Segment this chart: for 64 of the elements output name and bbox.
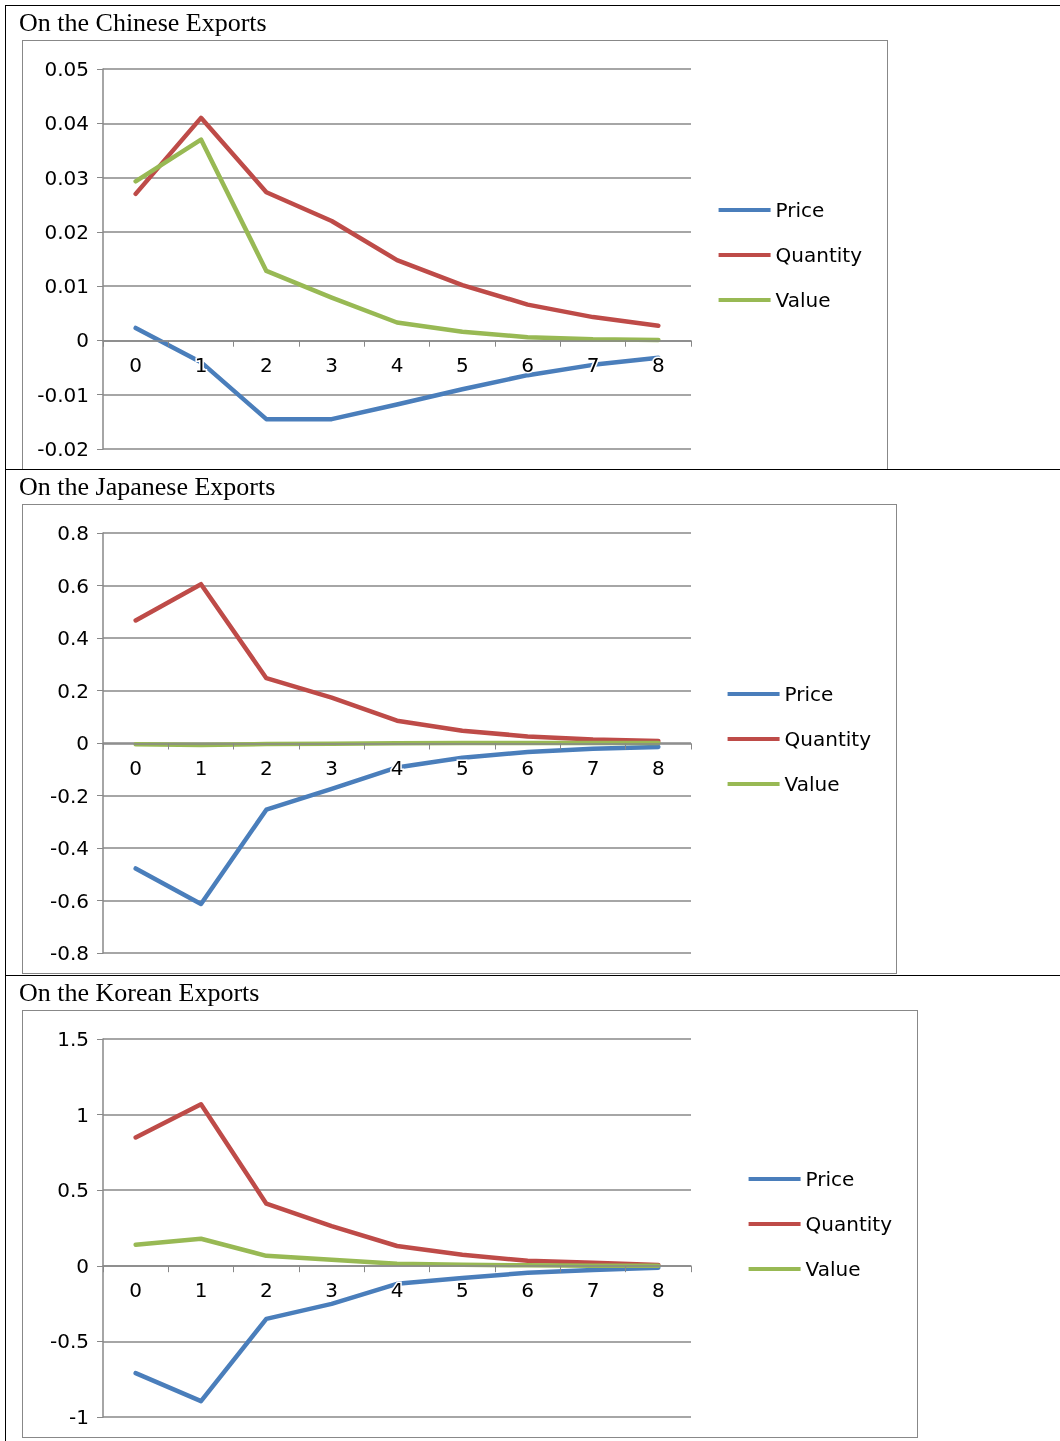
- x-tick-label: 2: [259, 755, 273, 780]
- y-tick-label: -1: [69, 1405, 89, 1429]
- y-tick-label: -0.5: [49, 1329, 89, 1354]
- x-tick-label: 6: [521, 755, 535, 780]
- legend-label: Price: [775, 198, 825, 222]
- y-tick-label: 0: [76, 731, 89, 755]
- x-tick-label: 2: [259, 352, 273, 377]
- legend-label: Value: [805, 1257, 861, 1281]
- legend-label: Quantity: [784, 727, 872, 751]
- x-tick-label: 0: [129, 1278, 143, 1303]
- y-tick-label: 0.01: [44, 274, 89, 299]
- y-tick-label: 0.6: [57, 573, 89, 598]
- y-tick-label: 1: [76, 1102, 89, 1127]
- x-tick-label: 6: [521, 352, 535, 377]
- y-tick-label: -0.01: [37, 382, 89, 407]
- y-tick-label: 1.5: [57, 1027, 89, 1051]
- y-tick-label: 0.02: [44, 219, 89, 244]
- y-tick-label: -0.2: [49, 783, 89, 808]
- y-tick-label: 0.03: [44, 165, 89, 190]
- x-tick-label: 1: [194, 1278, 208, 1303]
- chart-title: On the Chinese Exports: [19, 8, 267, 38]
- legend-label: Quantity: [775, 243, 863, 267]
- y-tick-label: -0.4: [49, 836, 89, 860]
- line-series: [133, 581, 661, 744]
- x-tick-label: 5: [455, 1278, 469, 1303]
- x-tick-label: 5: [455, 755, 469, 780]
- y-tick-label: 0.5: [57, 1178, 89, 1203]
- legend-label: Quantity: [805, 1212, 893, 1236]
- x-tick-label: 8: [651, 1278, 665, 1303]
- x-tick-label: 7: [586, 755, 600, 780]
- y-tick-label: 0.05: [44, 57, 89, 81]
- x-tick-label: 1: [194, 755, 208, 780]
- x-tick-label: 8: [651, 352, 665, 377]
- x-tick-label: 3: [325, 1278, 339, 1303]
- y-tick-label: -0.6: [49, 888, 89, 913]
- legend-label: Price: [784, 682, 834, 706]
- x-tick-label: 0: [129, 352, 143, 377]
- y-tick-label: 0.04: [44, 111, 89, 136]
- x-tick-label: 3: [325, 352, 339, 377]
- y-tick-label: -0.8: [49, 941, 89, 965]
- line-series: [133, 1236, 661, 1269]
- y-tick-label: 0.8: [57, 521, 89, 545]
- x-tick-label: 0: [129, 755, 143, 780]
- x-tick-label: 5: [455, 352, 469, 377]
- x-tick-label: 6: [521, 1278, 535, 1303]
- y-tick-label: 0.4: [57, 626, 89, 650]
- x-tick-label: 8: [651, 755, 665, 780]
- line-series: [133, 115, 661, 329]
- x-tick-label: 2: [259, 1278, 273, 1303]
- x-tick-label: 4: [390, 352, 404, 377]
- x-tick-label: 7: [586, 1278, 600, 1303]
- x-tick-label: 4: [390, 755, 404, 780]
- y-tick-label: 0: [76, 1253, 89, 1278]
- chart-title: On the Korean Exports: [19, 978, 260, 1008]
- line-series: [133, 137, 661, 343]
- legend-label: Price: [805, 1167, 855, 1191]
- y-tick-label: 0: [76, 328, 89, 353]
- x-tick-label: 4: [390, 1278, 404, 1303]
- legend-label: Value: [784, 772, 840, 796]
- x-tick-label: 3: [325, 755, 339, 780]
- legend-label: Value: [775, 288, 831, 312]
- y-tick-label: 0.2: [57, 678, 89, 703]
- chart-title: On the Japanese Exports: [19, 472, 276, 502]
- y-tick-label: -0.02: [37, 437, 89, 461]
